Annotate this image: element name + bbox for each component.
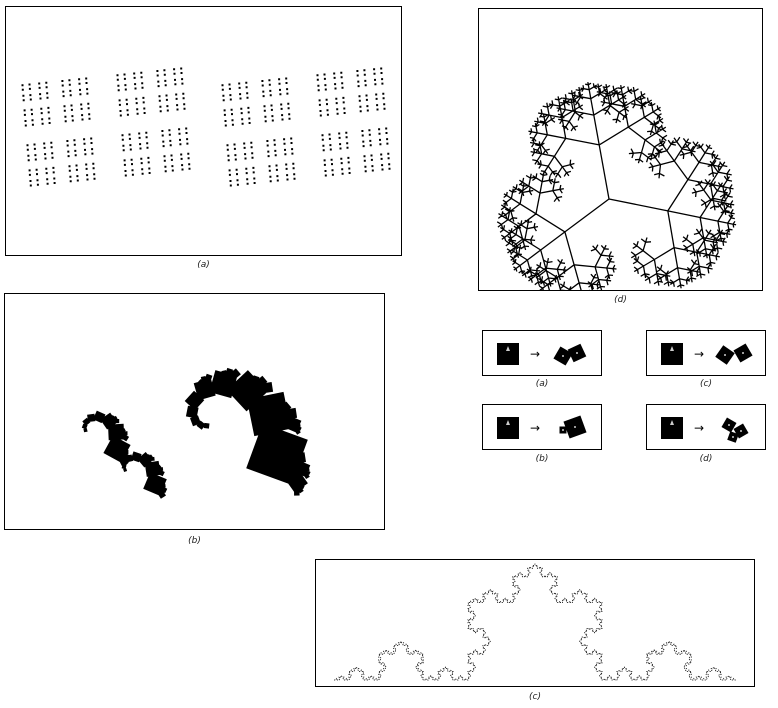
result-squares [553,343,587,366]
fractal-panel-c [315,559,755,687]
result-marker [574,426,576,428]
result-marker [576,352,578,354]
fractal-a-graphic [21,67,391,187]
result-marker [724,354,726,356]
rule-arrow-icon: → [694,347,704,361]
rule-arrow-icon: → [530,421,540,435]
caption-d: (d) [614,295,627,305]
rule-c-graphic: → [661,343,753,365]
rule-a-graphic: → [497,343,587,366]
source-square [661,417,683,439]
fractal-d-path [496,81,737,290]
rule-arrow-icon: → [530,347,540,361]
caption-c: (c) [529,692,541,702]
fractal-b-squares [81,367,311,499]
fractal-panel-d [478,8,763,291]
fractal-d-branches [496,81,737,290]
fractal-b-graphic [81,367,311,499]
result-marker [562,429,564,431]
rule-caption-b: (b) [535,454,549,464]
rule-caption-c: (c) [700,379,712,389]
source-square [661,343,683,365]
caption-a: (a) [197,260,210,270]
fractal-a-points [21,67,391,187]
rule-caption-d: (d) [699,454,713,464]
result-marker [728,424,730,426]
caption-b: (b) [188,536,201,546]
koch-curve-graphic [334,563,736,681]
rule-b-graphic: → [497,415,587,439]
fractal-panel-a [5,6,402,256]
result-squares [721,417,749,443]
result-marker [740,430,742,432]
rule-box-d: → [646,404,766,450]
result-squares [715,343,753,365]
rule-box-a: → [482,330,602,376]
orientation-marker-icon [670,346,674,351]
rule-caption-a: (a) [535,379,549,389]
source-square [497,417,519,439]
orientation-marker-icon [670,420,674,425]
rule-d-graphic: → [661,417,749,443]
rule-box-c: → [646,330,766,376]
result-marker [742,352,744,354]
fractal-a-dots [21,67,391,187]
orientation-marker-icon [506,420,510,425]
source-square [497,343,519,365]
orientation-marker-icon [506,346,510,351]
result-marker [562,355,564,357]
result-squares [559,415,587,439]
result-marker [732,436,734,438]
rule-arrow-icon: → [694,421,704,435]
koch-curve-path [334,563,736,681]
fractal-panel-b [4,293,385,530]
fractal-b-path [81,367,311,499]
rule-box-b: → [482,404,602,450]
fractal-d-graphic [496,81,737,290]
